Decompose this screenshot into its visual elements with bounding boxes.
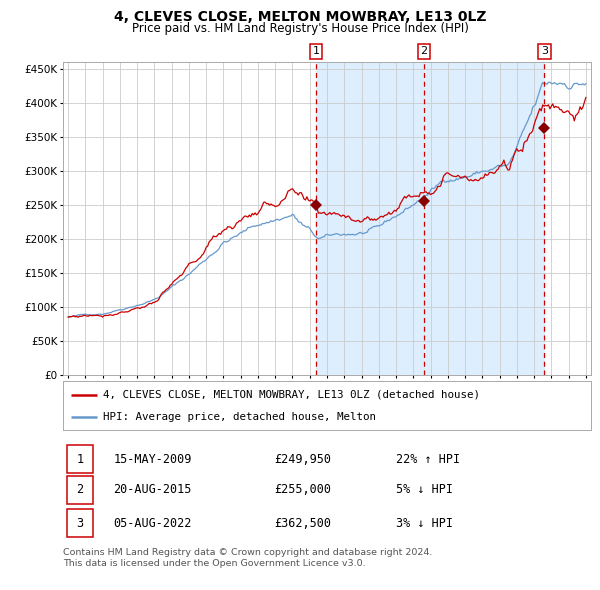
Text: 1: 1: [313, 47, 320, 57]
Text: 22% ↑ HPI: 22% ↑ HPI: [395, 453, 460, 466]
FancyBboxPatch shape: [67, 445, 92, 473]
Text: This data is licensed under the Open Government Licence v3.0.: This data is licensed under the Open Gov…: [63, 559, 365, 568]
Text: 5% ↓ HPI: 5% ↓ HPI: [395, 483, 452, 497]
Text: HPI: Average price, detached house, Melton: HPI: Average price, detached house, Melt…: [103, 412, 376, 422]
Text: 3% ↓ HPI: 3% ↓ HPI: [395, 516, 452, 530]
Text: 4, CLEVES CLOSE, MELTON MOWBRAY, LE13 0LZ (detached house): 4, CLEVES CLOSE, MELTON MOWBRAY, LE13 0L…: [103, 389, 479, 399]
Text: £249,950: £249,950: [274, 453, 331, 466]
Text: Price paid vs. HM Land Registry's House Price Index (HPI): Price paid vs. HM Land Registry's House …: [131, 22, 469, 35]
Text: £255,000: £255,000: [274, 483, 331, 497]
Text: 4, CLEVES CLOSE, MELTON MOWBRAY, LE13 0LZ: 4, CLEVES CLOSE, MELTON MOWBRAY, LE13 0L…: [114, 10, 486, 24]
Text: 1: 1: [76, 453, 83, 466]
Text: Contains HM Land Registry data © Crown copyright and database right 2024.: Contains HM Land Registry data © Crown c…: [63, 548, 433, 556]
Text: £362,500: £362,500: [274, 516, 331, 530]
Text: 05-AUG-2022: 05-AUG-2022: [113, 516, 191, 530]
FancyBboxPatch shape: [67, 476, 92, 504]
Bar: [316, 62, 544, 375]
Text: 2: 2: [421, 47, 428, 57]
Text: 2: 2: [76, 483, 83, 497]
Text: 15-MAY-2009: 15-MAY-2009: [113, 453, 191, 466]
Text: 3: 3: [541, 47, 548, 57]
Text: 3: 3: [76, 516, 83, 530]
FancyBboxPatch shape: [67, 509, 92, 537]
Text: 20-AUG-2015: 20-AUG-2015: [113, 483, 191, 497]
